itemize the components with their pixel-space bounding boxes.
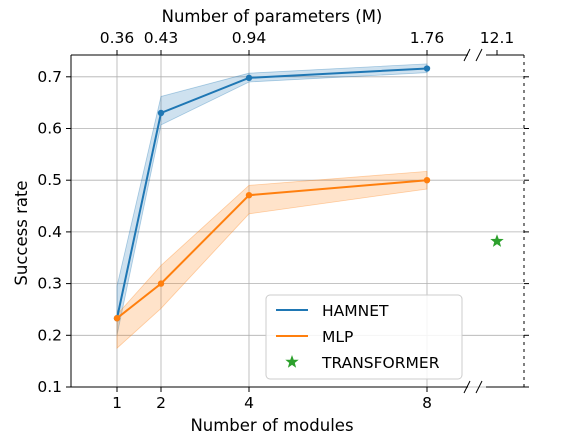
y-tick-label: 0.3 [37,275,62,293]
tick-labels: 0.1 0.2 0.3 0.4 0.5 0.6 0.7 1 2 4 8 0.36 0.43 0.94 1.7… [37,29,514,412]
transformer-star-marker [490,234,504,247]
data-point [245,74,253,82]
confidence-band [116,170,428,350]
top-x-axis-title: Number of parameters (M) [162,7,383,26]
top-x-tick-label: 12.1 [480,29,515,47]
confidence-band [116,63,428,336]
series-line [116,67,428,319]
top-x-tick-label: 1.76 [410,29,445,47]
top-x-tick-label: 0.94 [232,29,267,47]
top-x-tick-label: 0.36 [100,29,135,47]
legend: HAMNET MLP TRANSFORMER [265,294,463,380]
grid [71,55,524,388]
y-tick-label: 0.2 [37,326,62,344]
axes-frame [66,48,529,394]
series-line [116,179,428,320]
data-point [245,191,253,199]
series-lines [113,65,504,322]
x-tick-label: 8 [422,394,432,412]
top-x-tick-label: 0.43 [144,29,179,47]
y-tick-label: 0.7 [37,68,62,86]
x-axis-title: Number of modules [190,416,353,435]
axis-break-mark [475,380,483,394]
y-axis-title: Success rate [12,180,31,285]
legend-star-icon [285,355,299,368]
x-tick-label: 4 [244,394,254,412]
y-tick-label: 0.6 [37,120,62,138]
data-point [157,280,165,287]
data-point [113,315,121,322]
data-point [423,177,431,184]
x-tick-label: 2 [156,394,166,412]
legend-box [265,294,463,380]
axis-break-mark [475,48,483,62]
axis-break-mark [463,380,471,394]
legend-label-transformer: TRANSFORMER [321,354,440,372]
y-tick-label: 0.1 [37,378,62,396]
axis-break-mark [463,48,471,62]
confidence-bands [116,63,428,350]
y-tick-label: 0.5 [37,171,62,189]
legend-label-mlp: MLP [322,328,353,346]
data-point [157,109,165,117]
legend-label-hamnet: HAMNET [322,302,389,320]
y-tick-label: 0.4 [37,223,62,241]
data-point [423,65,431,72]
x-tick-label: 1 [112,394,122,412]
